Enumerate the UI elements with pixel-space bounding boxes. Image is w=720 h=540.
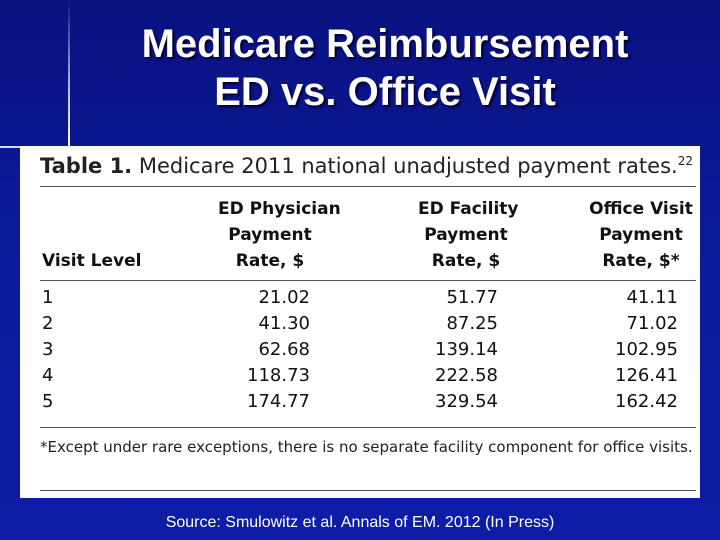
header-ed-facility-line-2: Payment: [424, 225, 508, 245]
cell-ed-physician: 21.02: [258, 287, 310, 308]
title-line-1: Medicare Reimbursement: [141, 22, 629, 66]
cell-ed-physician: 62.68: [258, 339, 310, 360]
caption-text: Medicare 2011 national unadjusted paymen…: [132, 154, 678, 178]
header-office-visit-line-3: Rate, $*: [602, 251, 680, 271]
header-ed-facility-line-3: Rate, $: [431, 251, 501, 271]
header-visit-level: Visit Level: [42, 248, 141, 274]
caption-reference: 22: [677, 154, 693, 168]
cell-ed-facility: 222.58: [435, 365, 498, 386]
cell-office-visit: 41.11: [626, 287, 678, 308]
body-bottom-rule: [40, 427, 696, 428]
header-rule: [40, 280, 696, 281]
cell-visit-level: 2: [42, 313, 54, 334]
cell-visit-level: 4: [42, 365, 54, 386]
cell-ed-facility: 139.14: [435, 339, 498, 360]
table-image: Table 1. Medicare 2011 national unadjust…: [20, 146, 700, 498]
table-top-rule: [40, 186, 696, 187]
cell-ed-physician: 174.77: [247, 391, 310, 412]
cell-ed-facility: 87.25: [446, 313, 498, 334]
cell-ed-physician: 118.73: [247, 365, 310, 386]
cell-office-visit: 126.41: [615, 365, 678, 386]
header-office-visit-line-1: Office Visit: [589, 199, 693, 219]
header-ed-facility-line-1: ED Facility: [418, 199, 519, 219]
table-caption: Table 1. Medicare 2011 national unadjust…: [40, 154, 693, 178]
table-row: 2 41.30 87.25 71.02: [40, 313, 696, 339]
cell-visit-level: 1: [42, 287, 54, 308]
cell-visit-level: 3: [42, 339, 54, 360]
decorative-vertical-line: [68, 0, 70, 150]
header-ed-physician: ED Physician Payment Rate, $: [218, 196, 341, 274]
table-row: 3 62.68 139.14 102.95: [40, 339, 696, 365]
header-office-visit: Office Visit Payment Rate, $*: [588, 196, 694, 274]
header-visit-level-text: Visit Level: [42, 251, 142, 271]
source-citation: Source: Smulowitz et al. Annals of EM. 2…: [165, 514, 555, 531]
header-ed-physician-line-3: Rate, $: [235, 251, 305, 271]
header-ed-facility: ED Facility Payment Rate, $: [418, 196, 519, 274]
table-row: 4 118.73 222.58 126.41: [40, 365, 696, 391]
table-footnote: *Except under rare exceptions, there is …: [40, 438, 693, 456]
slide-title: Medicare Reimbursement ED vs. Office Vis…: [70, 20, 700, 116]
cell-office-visit: 162.42: [615, 391, 678, 412]
header-office-visit-line-2: Payment: [599, 225, 683, 245]
cell-ed-physician: 41.30: [258, 313, 310, 334]
cell-office-visit: 71.02: [626, 313, 678, 334]
title-line-2: ED vs. Office Visit: [214, 70, 556, 114]
header-ed-physician-line-1: ED Physician: [218, 199, 341, 219]
cell-ed-facility: 51.77: [446, 287, 498, 308]
header-ed-physician-line-2: Payment: [228, 225, 312, 245]
cell-office-visit: 102.95: [615, 339, 678, 360]
table-bottom-rule: [40, 490, 696, 491]
cell-visit-level: 5: [42, 391, 54, 412]
cell-ed-facility: 329.54: [435, 391, 498, 412]
caption-label: Table 1.: [40, 154, 133, 178]
table-row: 1 21.02 51.77 41.11: [40, 287, 696, 313]
table-row: 5 174.77 329.54 162.42: [40, 391, 696, 417]
